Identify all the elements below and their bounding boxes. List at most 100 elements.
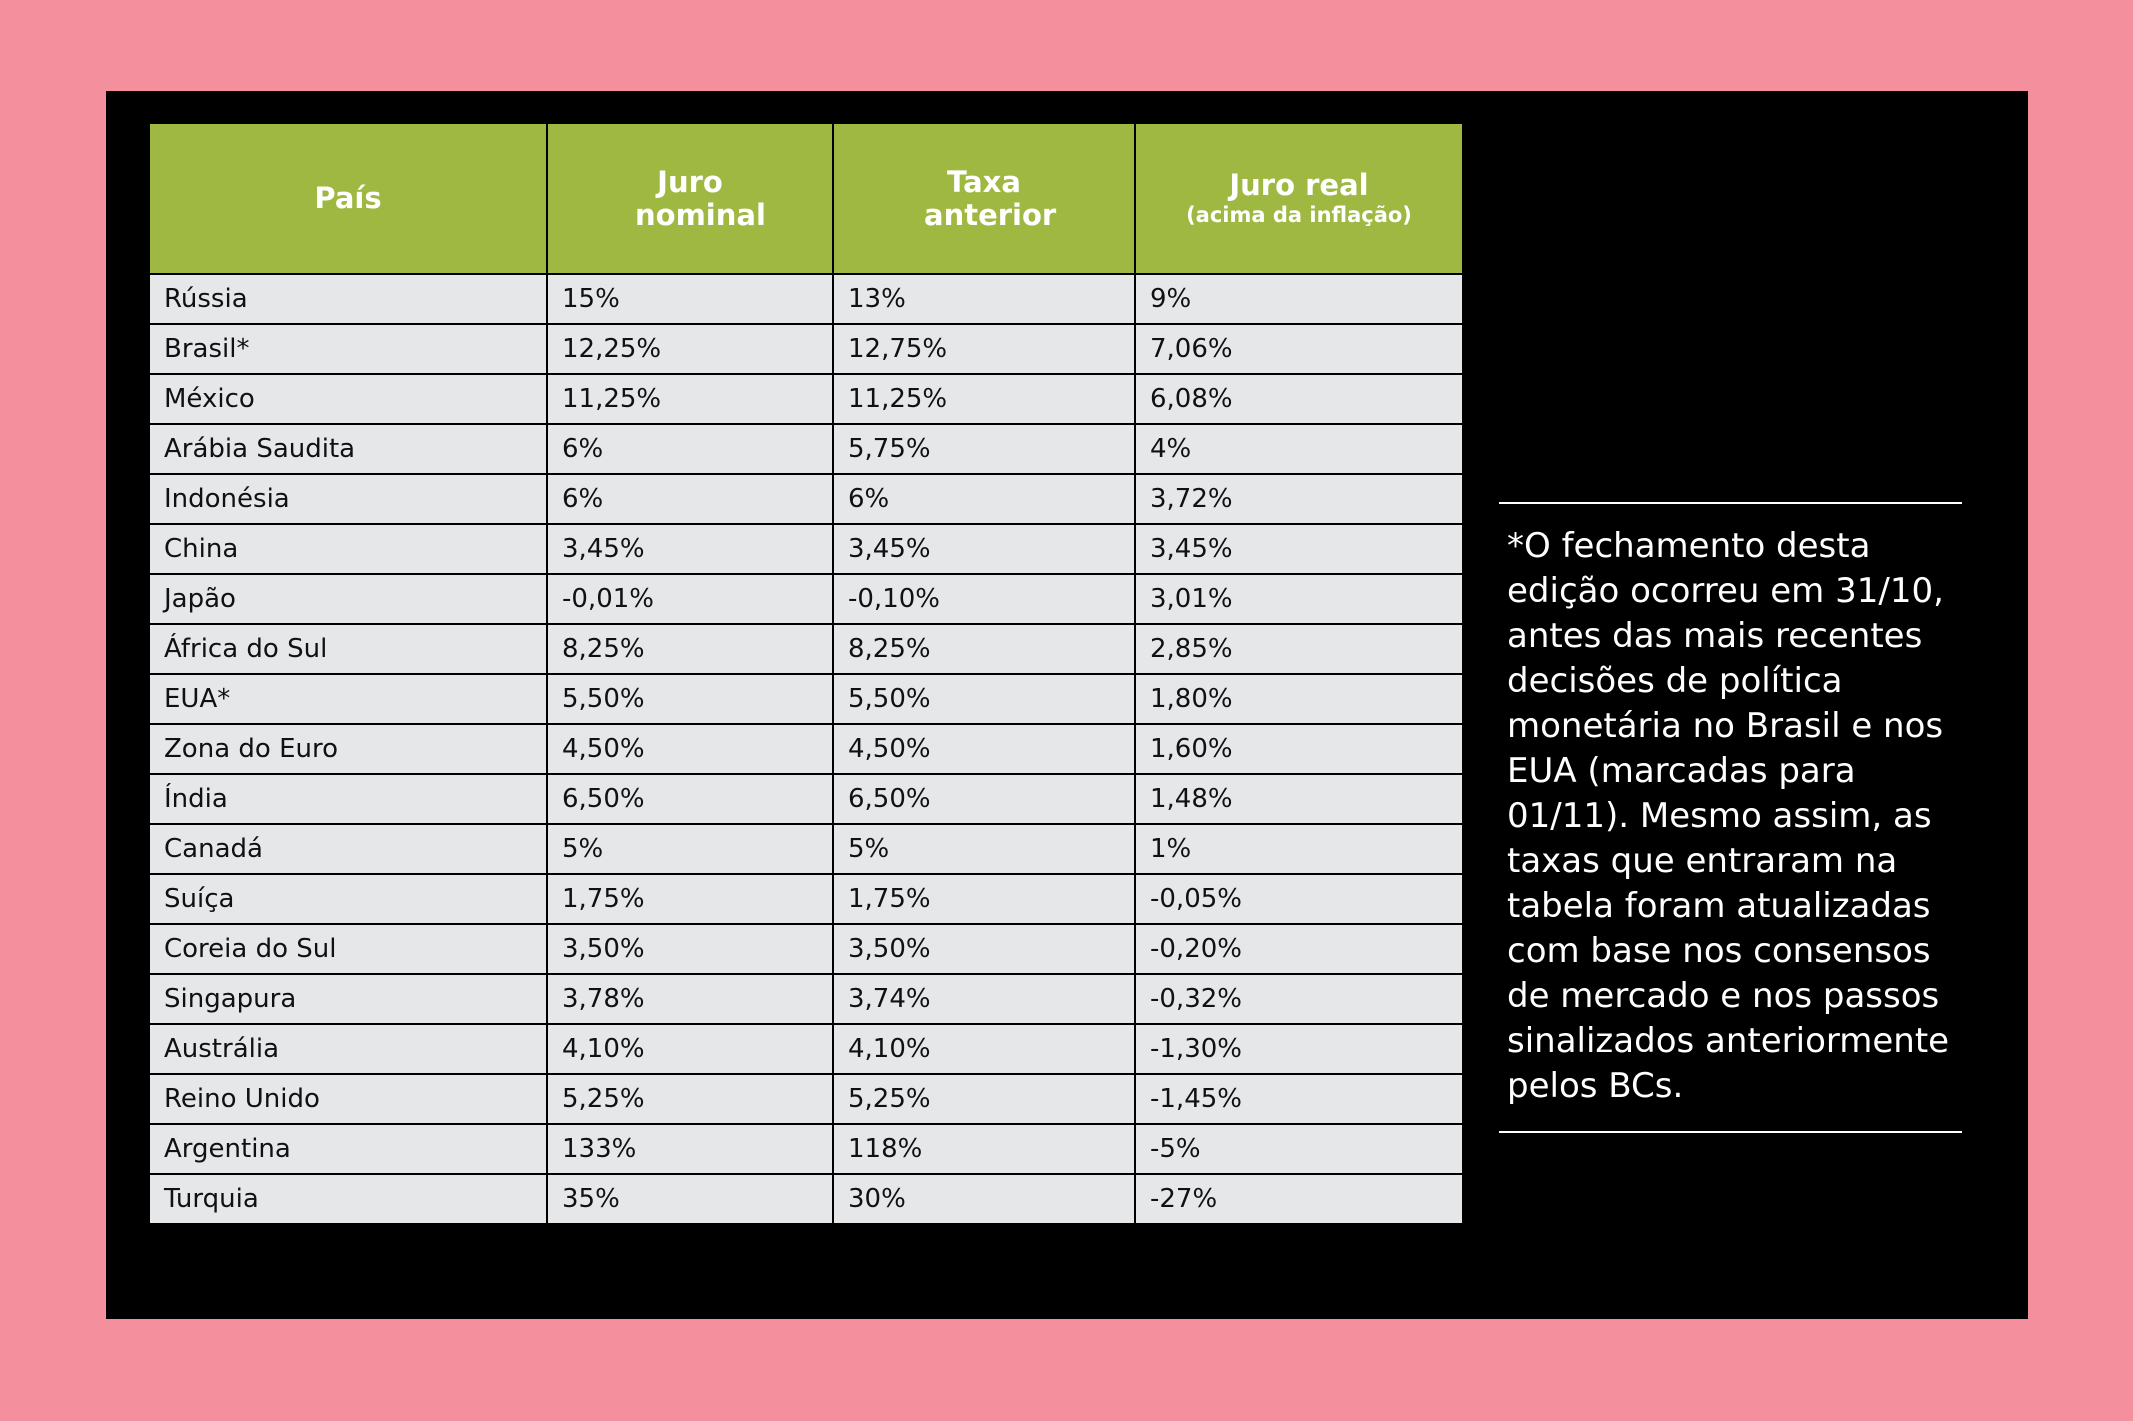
cell-real-rate: 1,80% <box>1134 673 1464 725</box>
table-header-row: País Juro nominal Taxa anterior Juro rea… <box>148 122 1464 275</box>
cell-nominal-rate: 8,25% <box>546 623 834 675</box>
header-real-note: (acima da inflação) <box>1186 203 1412 227</box>
cell-nominal-rate: -0,01% <box>546 573 834 625</box>
cell-country: Indonésia <box>148 473 548 525</box>
cell-previous-rate: 1,75% <box>832 873 1136 925</box>
table-body: Rússia 15% 13% 9% Brasil* 12,25% 12,75% 7,06% Mé… <box>148 273 1464 1225</box>
cell-nominal-rate: 3,50% <box>546 923 834 975</box>
cell-real-rate: 4% <box>1134 423 1464 475</box>
cell-real-rate: -5% <box>1134 1123 1464 1175</box>
cell-country: Coreia do Sul <box>148 923 548 975</box>
cell-previous-rate: 30% <box>832 1173 1136 1225</box>
cell-previous-rate: 12,75% <box>832 323 1136 375</box>
table-row: Arábia Saudita 6% 5,75% 4% <box>148 423 1464 475</box>
table-row: México 11,25% 11,25% 6,08% <box>148 373 1464 425</box>
cell-previous-rate: 3,50% <box>832 923 1136 975</box>
table-row: Argentina 133% 118% -5% <box>148 1123 1464 1175</box>
cell-previous-rate: 13% <box>832 273 1136 325</box>
cell-real-rate: 1% <box>1134 823 1464 875</box>
cell-nominal-rate: 4,50% <box>546 723 834 775</box>
cell-nominal-rate: 6% <box>546 473 834 525</box>
cell-previous-rate: -0,10% <box>832 573 1136 625</box>
cell-nominal-rate: 5,25% <box>546 1073 834 1125</box>
table-row: Canadá 5% 5% 1% <box>148 823 1464 875</box>
cell-country: África do Sul <box>148 623 548 675</box>
table-row: Singapura 3,78% 3,74% -0,32% <box>148 973 1464 1025</box>
table-row: Turquia 35% 30% -27% <box>148 1173 1464 1225</box>
table-row: Reino Unido 5,25% 5,25% -1,45% <box>148 1073 1464 1125</box>
table-row: China 3,45% 3,45% 3,45% <box>148 523 1464 575</box>
header-previous-label: Taxa anterior <box>924 164 1057 232</box>
table-row: Austrália 4,10% 4,10% -1,30% <box>148 1023 1464 1075</box>
header-nominal-label: Juro nominal <box>635 164 766 232</box>
cell-real-rate: -0,32% <box>1134 973 1464 1025</box>
table-row: Zona do Euro 4,50% 4,50% 1,60% <box>148 723 1464 775</box>
table-row: Suíça 1,75% 1,75% -0,05% <box>148 873 1464 925</box>
table-row: Coreia do Sul 3,50% 3,50% -0,20% <box>148 923 1464 975</box>
cell-country: Argentina <box>148 1123 548 1175</box>
cell-nominal-rate: 5,50% <box>546 673 834 725</box>
table-row: EUA* 5,50% 5,50% 1,80% <box>148 673 1464 725</box>
cell-real-rate: 1,48% <box>1134 773 1464 825</box>
cell-country: Austrália <box>148 1023 548 1075</box>
cell-previous-rate: 5,75% <box>832 423 1136 475</box>
cell-nominal-rate: 35% <box>546 1173 834 1225</box>
cell-country: EUA* <box>148 673 548 725</box>
cell-country: Japão <box>148 573 548 625</box>
cell-country: México <box>148 373 548 425</box>
footnote-bottom-rule <box>1499 1131 1962 1133</box>
footnote-top-rule <box>1499 502 1962 504</box>
cell-real-rate: 3,01% <box>1134 573 1464 625</box>
cell-previous-rate: 3,45% <box>832 523 1136 575</box>
cell-real-rate: -0,05% <box>1134 873 1464 925</box>
cell-real-rate: -1,45% <box>1134 1073 1464 1125</box>
header-real-rate: Juro real (acima da inflação) <box>1134 122 1464 275</box>
cell-nominal-rate: 5% <box>546 823 834 875</box>
cell-real-rate: 1,60% <box>1134 723 1464 775</box>
cell-real-rate: 9% <box>1134 273 1464 325</box>
cell-previous-rate: 5,25% <box>832 1073 1136 1125</box>
cell-real-rate: 7,06% <box>1134 323 1464 375</box>
table-row: Rússia 15% 13% 9% <box>148 273 1464 325</box>
cell-previous-rate: 5,50% <box>832 673 1136 725</box>
cell-country: Reino Unido <box>148 1073 548 1125</box>
cell-country: Rússia <box>148 273 548 325</box>
cell-real-rate: -0,20% <box>1134 923 1464 975</box>
cell-real-rate: 6,08% <box>1134 373 1464 425</box>
cell-previous-rate: 6% <box>832 473 1136 525</box>
cell-nominal-rate: 133% <box>546 1123 834 1175</box>
footnote-text: *O fechamento desta edição ocorreu em 31… <box>1507 526 1950 1106</box>
cell-nominal-rate: 6,50% <box>546 773 834 825</box>
cell-nominal-rate: 4,10% <box>546 1023 834 1075</box>
cell-nominal-rate: 3,45% <box>546 523 834 575</box>
header-previous-rate: Taxa anterior <box>832 122 1136 275</box>
cell-country: Turquia <box>148 1173 548 1225</box>
cell-previous-rate: 11,25% <box>832 373 1136 425</box>
table-row: Brasil* 12,25% 12,75% 7,06% <box>148 323 1464 375</box>
cell-previous-rate: 118% <box>832 1123 1136 1175</box>
cell-real-rate: 2,85% <box>1134 623 1464 675</box>
info-panel: País Juro nominal Taxa anterior Juro rea… <box>106 91 2028 1319</box>
cell-real-rate: 3,72% <box>1134 473 1464 525</box>
table-row: África do Sul 8,25% 8,25% 2,85% <box>148 623 1464 675</box>
cell-nominal-rate: 3,78% <box>546 973 834 1025</box>
cell-nominal-rate: 6% <box>546 423 834 475</box>
cell-real-rate: -1,30% <box>1134 1023 1464 1075</box>
table-row: Japão -0,01% -0,10% 3,01% <box>148 573 1464 625</box>
cell-nominal-rate: 11,25% <box>546 373 834 425</box>
cell-nominal-rate: 15% <box>546 273 834 325</box>
interest-rates-table: País Juro nominal Taxa anterior Juro rea… <box>148 122 1464 1225</box>
cell-country: Zona do Euro <box>148 723 548 775</box>
cell-previous-rate: 5% <box>832 823 1136 875</box>
cell-country: Singapura <box>148 973 548 1025</box>
cell-real-rate: 3,45% <box>1134 523 1464 575</box>
cell-country: Brasil* <box>148 323 548 375</box>
cell-country: Suíça <box>148 873 548 925</box>
cell-country: Arábia Saudita <box>148 423 548 475</box>
header-nominal-rate: Juro nominal <box>546 122 834 275</box>
cell-previous-rate: 4,10% <box>832 1023 1136 1075</box>
footnote-box: *O fechamento desta edição ocorreu em 31… <box>1499 502 1962 1133</box>
table-row: Índia 6,50% 6,50% 1,48% <box>148 773 1464 825</box>
cell-previous-rate: 6,50% <box>832 773 1136 825</box>
cell-previous-rate: 3,74% <box>832 973 1136 1025</box>
